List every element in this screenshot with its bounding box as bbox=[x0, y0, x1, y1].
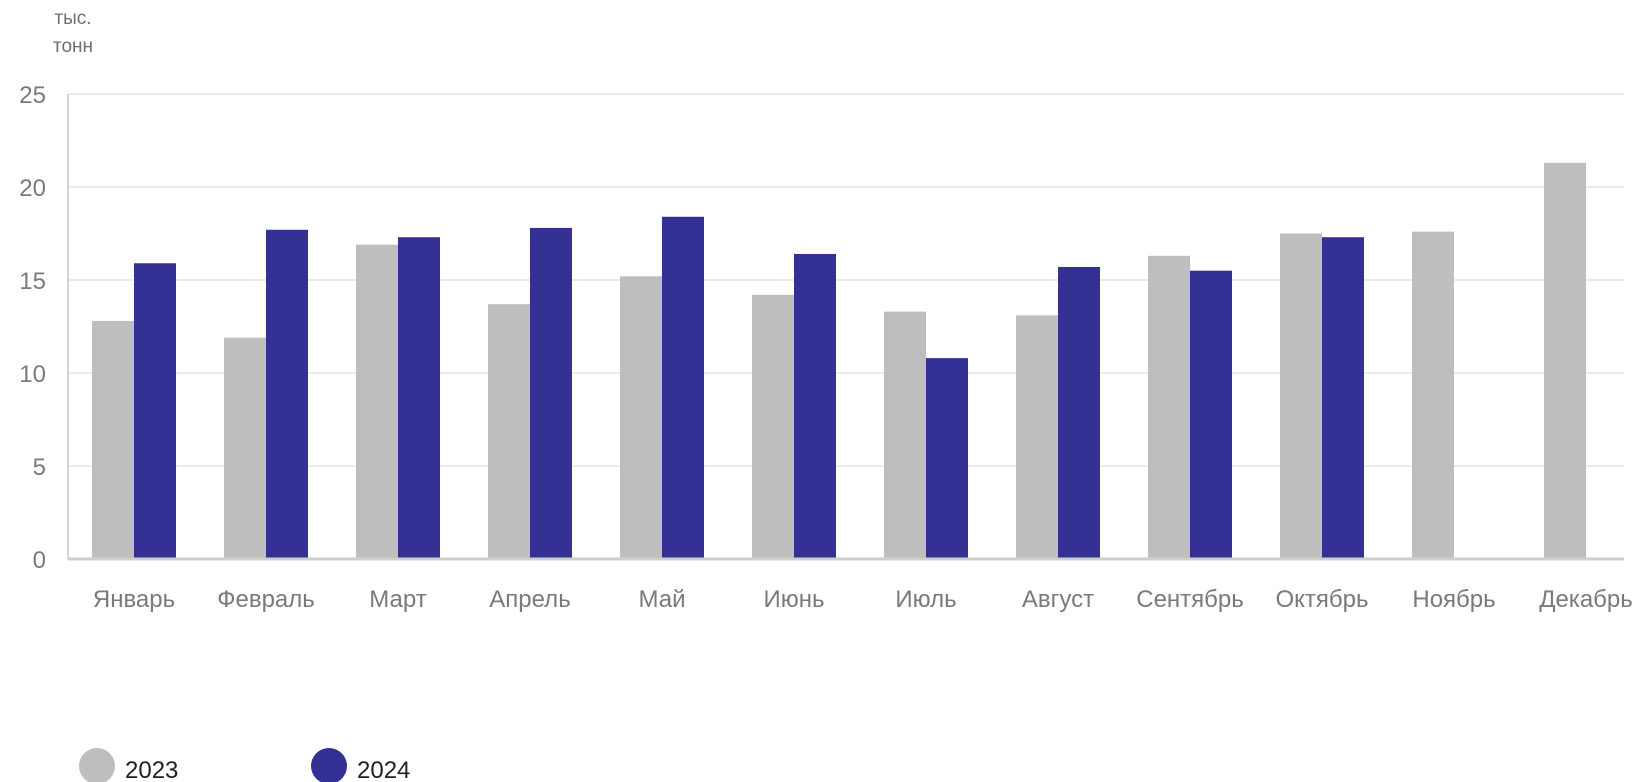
x-axis-ticks: Январь Февраль Март Апрель Май Июнь Июль Август… bbox=[93, 586, 1633, 613]
bar-2023 bbox=[92, 320, 134, 559]
bar-2023 bbox=[1148, 255, 1190, 559]
x-tick-label: Ноябрь bbox=[1412, 586, 1495, 613]
bar-2023 bbox=[1544, 162, 1586, 559]
bar-2024 bbox=[134, 263, 176, 559]
x-tick-label: Июнь bbox=[763, 586, 824, 613]
axes bbox=[67, 94, 1624, 561]
bars bbox=[92, 162, 1586, 560]
y-tick-label: 20 bbox=[19, 175, 46, 202]
x-tick-label: Февраль bbox=[217, 586, 315, 613]
x-tick-label: Июль bbox=[895, 586, 956, 613]
y-tick-label: 0 bbox=[33, 547, 46, 574]
legend-label-2024: 2024 bbox=[357, 757, 410, 782]
bar-2024 bbox=[794, 253, 836, 559]
legend: 2023 2024 bbox=[79, 748, 410, 782]
bar-2023 bbox=[884, 311, 926, 559]
legend-swatch-2023 bbox=[79, 748, 115, 782]
y-tick-label: 25 bbox=[19, 82, 46, 109]
y-tick-label: 5 bbox=[33, 454, 46, 481]
y-unit-line-2: тонн bbox=[53, 36, 93, 57]
bar-2024 bbox=[398, 237, 440, 559]
y-unit-line-1: тыс. bbox=[54, 8, 91, 29]
x-tick-label: Апрель bbox=[489, 586, 570, 613]
x-tick-label: Октябрь bbox=[1275, 586, 1368, 613]
y-axis-ticks: 0 5 10 15 20 25 bbox=[19, 82, 46, 574]
bar-2023 bbox=[752, 294, 794, 559]
bar-2024 bbox=[1058, 266, 1100, 559]
x-tick-label: Декабрь bbox=[1539, 586, 1633, 613]
bar-2024 bbox=[1322, 237, 1364, 559]
bar-2024 bbox=[662, 216, 704, 559]
y-axis-unit: тыс. тонн bbox=[53, 8, 93, 57]
bar-2023 bbox=[1280, 233, 1322, 559]
y-tick-label: 15 bbox=[19, 268, 46, 295]
y-tick-label: 10 bbox=[19, 361, 46, 388]
bar-2024 bbox=[266, 229, 308, 559]
x-tick-label: Сентябрь bbox=[1136, 586, 1244, 613]
legend-swatch-2024 bbox=[311, 748, 347, 782]
bar-2024 bbox=[530, 227, 572, 560]
gridlines bbox=[68, 93, 1624, 467]
x-tick-label: Март bbox=[369, 586, 426, 613]
x-tick-label: Январь bbox=[93, 586, 175, 613]
bar-2023 bbox=[1412, 231, 1454, 559]
bar-2023 bbox=[224, 337, 266, 559]
bar-2024 bbox=[1190, 270, 1232, 559]
bar-2024 bbox=[926, 358, 968, 559]
legend-label-2023: 2023 bbox=[125, 757, 178, 782]
bar-2023 bbox=[620, 276, 662, 559]
bar-2023 bbox=[488, 304, 530, 559]
bar-2023 bbox=[1016, 315, 1058, 559]
bar-2023 bbox=[356, 244, 398, 559]
x-tick-label: Август bbox=[1022, 586, 1094, 613]
x-tick-label: Май bbox=[638, 586, 685, 613]
